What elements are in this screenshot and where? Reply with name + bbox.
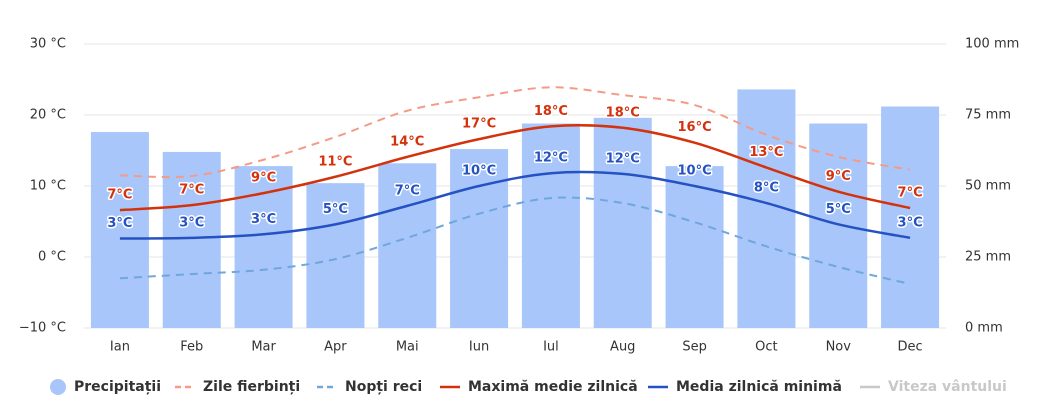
data-label: 7°C [395,183,420,198]
line [119,124,911,212]
y2-tick-label: 100 mm [965,37,1019,52]
data-label: 18°C [606,105,640,120]
legend-swatch [50,379,66,395]
data-label: 13°C [749,145,783,160]
data-label: 7°C [179,183,204,198]
legend-label: Media zilnică minimă [676,379,842,395]
x-tick-label: Nov [826,340,852,355]
bar [450,149,509,328]
data-label: 16°C [678,120,712,135]
bar [809,123,868,329]
legend-label: Maximă medie zilnică [468,379,638,395]
bar [881,106,940,328]
x-tick-label: Dec [898,340,923,355]
data-label: 9°C [826,169,851,184]
x-tick-label: Aug [610,340,635,355]
data-label: 14°C [390,134,424,149]
legend-label: Nopți reci [345,379,422,395]
data-label: 8°C [754,181,779,196]
data-label: 10°C [462,164,496,179]
data-label: 11°C [318,154,352,169]
x-tick-label: Iun [469,340,489,355]
data-label: 5°C [323,202,348,217]
bar [90,132,149,328]
data-label: 7°C [107,188,132,203]
data-label: 9°C [251,171,276,186]
x-tick-label: Mai [396,340,419,355]
y2-tick-label: 0 mm [965,321,1003,336]
y-tick-label: 30 °C [30,37,66,52]
x-tick-label: Apr [324,340,347,355]
bar [378,163,437,328]
x-tick-label: Sep [682,340,707,355]
y-tick-label: 10 °C [30,179,66,194]
x-tick-label: Ian [110,340,130,355]
bar [306,183,365,328]
bar [593,117,652,328]
legend-label: Precipitații [74,379,161,395]
y2-tick-label: 25 mm [965,250,1011,265]
data-label: 10°C [678,164,712,179]
bar [521,123,580,329]
bar [162,151,221,328]
data-label: 3°C [107,216,132,231]
y2-tick-label: 75 mm [965,108,1011,123]
bar [665,166,724,328]
data-label: 12°C [534,151,568,166]
bar [234,166,293,328]
line [119,170,911,240]
line [119,86,911,179]
x-tick-label: Mar [251,340,276,355]
legend-label: Zile fierbinți [203,379,300,395]
y2-tick-label: 50 mm [965,179,1011,194]
y-tick-label: −10 °C [19,321,66,336]
x-tick-label: Oct [755,340,777,355]
data-label: 5°C [826,202,851,217]
data-label: 7°C [898,186,923,201]
data-label: 18°C [534,104,568,119]
y-tick-label: 20 °C [30,108,66,123]
x-tick-label: Iul [543,340,559,355]
x-tick-label: Feb [180,340,203,355]
legend-label: Viteza vântului [888,379,1007,395]
data-label: 3°C [179,215,204,230]
data-label: 17°C [462,117,496,132]
data-label: 12°C [606,151,640,166]
y-tick-label: 0 °C [38,250,66,265]
data-label: 3°C [898,215,923,230]
data-label: 3°C [251,212,276,227]
